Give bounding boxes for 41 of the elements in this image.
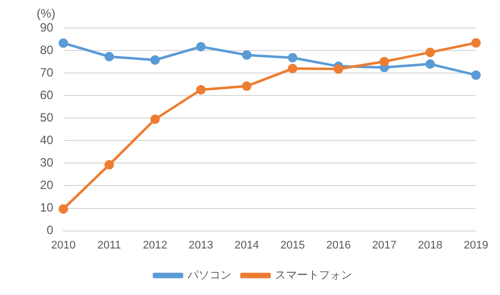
y-tick-label: 0 [46,223,54,238]
x-tick-label: 2016 [326,239,351,252]
point [334,64,344,74]
point [242,81,252,91]
point [196,84,206,94]
point [104,52,114,62]
y-tick-label: 70 [40,65,54,80]
point [288,52,298,62]
x-tick-label: 2019 [464,239,488,252]
point [58,204,68,214]
point [425,59,435,69]
x-tick-label: 2010 [51,239,76,252]
point [104,160,114,170]
x-tick-label: 2013 [188,239,214,252]
x-tick-label: 2012 [142,239,168,252]
y-tick-label: 60 [40,88,54,102]
point [242,50,252,60]
x-tick-label: 2014 [234,239,259,252]
point [58,38,68,48]
x-tick-label: 2018 [418,239,442,252]
y-tick-label: 30 [40,156,54,170]
point [380,56,390,66]
point [196,42,206,52]
y-tick-label: 20 [40,178,54,192]
y-tick-label: 40 [40,132,54,147]
point [425,48,435,58]
y-tick-label: 10 [40,200,54,215]
y-tick-label: 50 [40,110,54,124]
x-tick-label: 2011 [97,239,122,252]
point [288,64,298,74]
legend-label: パソコン [186,270,232,282]
x-tick-label: 2017 [372,239,397,252]
y-axis-title: (%) [36,6,56,20]
x-tick-label: 2015 [280,239,305,252]
legend-label: スマートフォン [275,270,352,282]
point [150,114,160,124]
y-tick-label: 90 [40,20,54,34]
y-tick-label: 80 [40,42,54,57]
point [471,70,481,80]
point [150,55,160,65]
point [471,38,481,48]
